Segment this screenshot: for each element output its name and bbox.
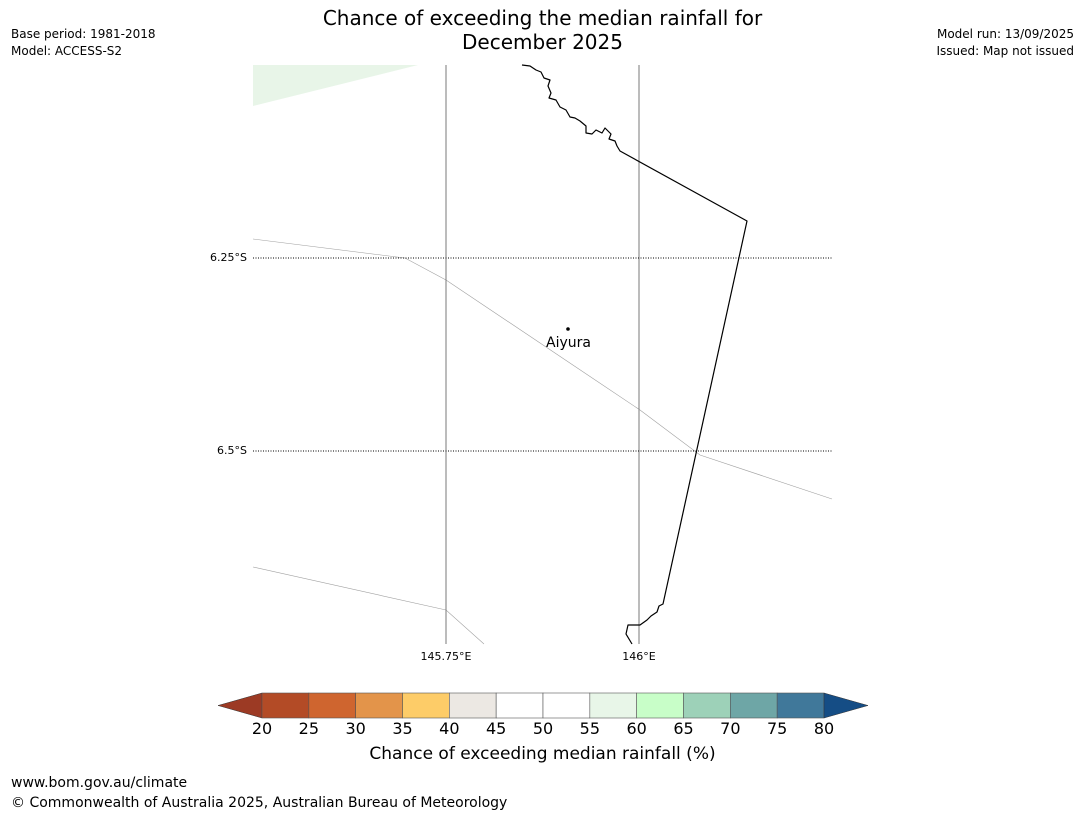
colorbar-segment-11 bbox=[776, 692, 825, 719]
title-line-1: Chance of exceeding the median rainfall … bbox=[322, 6, 763, 30]
title-line-2: December 2025 bbox=[462, 30, 623, 54]
colorbar-tick-80: 80 bbox=[813, 719, 835, 738]
colorbar-tick-70: 70 bbox=[720, 719, 741, 738]
meta-right: Model run: 13/09/2025 Issued: Map not is… bbox=[936, 26, 1074, 60]
shaded-region bbox=[253, 65, 418, 106]
colorbar-segment-1 bbox=[308, 692, 356, 719]
colorbar-segment-5 bbox=[495, 692, 544, 719]
lon-tick-145-75: 145.75°E bbox=[420, 650, 472, 663]
footer-url: www.bom.gov.au/climate bbox=[11, 775, 188, 791]
colorbar bbox=[217, 692, 869, 719]
meta-left: Base period: 1981-2018 Model: ACCESS-S2 bbox=[11, 26, 156, 60]
colorbar-over-arrow bbox=[823, 692, 869, 719]
admin-boundary-1 bbox=[252, 238, 833, 500]
colorbar-segment-2 bbox=[355, 692, 403, 719]
footer-copyright: © Commonwealth of Australia 2025, Austra… bbox=[11, 795, 508, 811]
colorbar-segment-8 bbox=[636, 692, 684, 719]
colorbar-tick-50: 50 bbox=[532, 719, 554, 738]
model-run: Model run: 13/09/2025 bbox=[936, 27, 1074, 41]
colorbar-segment-4 bbox=[449, 692, 497, 719]
colorbar-tick-55: 55 bbox=[579, 719, 601, 738]
colorbar-tick-20: 20 bbox=[251, 719, 273, 738]
map-title: Chance of exceeding the median rainfall … bbox=[0, 6, 1085, 54]
lon-tick-146: 146°E bbox=[622, 650, 656, 663]
colorbar-segment-6 bbox=[542, 692, 591, 719]
base-period: Base period: 1981-2018 bbox=[11, 27, 156, 41]
colorbar-segment-10 bbox=[730, 692, 778, 719]
model-name: Model: ACCESS-S2 bbox=[11, 44, 123, 58]
issue-status: Issued: Map not issued bbox=[936, 44, 1074, 58]
admin-boundary-2 bbox=[252, 566, 485, 645]
colorbar-tick-45: 45 bbox=[485, 719, 507, 738]
colorbar-segment-0 bbox=[261, 692, 310, 719]
colorbar-tick-75: 75 bbox=[766, 719, 788, 738]
place-marker-aiyura bbox=[566, 327, 570, 331]
national-border bbox=[521, 64, 748, 645]
lat-tick-6-5: 6.5°S bbox=[217, 444, 247, 457]
colorbar-tick-30: 30 bbox=[345, 719, 366, 738]
colorbar-segment-3 bbox=[402, 692, 450, 719]
colorbar-segment-9 bbox=[683, 692, 731, 719]
colorbar-tick-40: 40 bbox=[439, 719, 460, 738]
colorbar-segment-7 bbox=[589, 692, 637, 719]
lat-tick-6-25: 6.25°S bbox=[210, 251, 247, 264]
colorbar-label: Chance of exceeding median rainfall (%) bbox=[369, 744, 716, 764]
colorbar-under-arrow bbox=[217, 692, 263, 719]
colorbar-tick-60: 60 bbox=[626, 719, 647, 738]
colorbar-tick-25: 25 bbox=[298, 719, 320, 738]
place-label-aiyura: Aiyura bbox=[546, 335, 591, 351]
colorbar-tick-35: 35 bbox=[392, 719, 413, 738]
colorbar-tick-65: 65 bbox=[673, 719, 694, 738]
